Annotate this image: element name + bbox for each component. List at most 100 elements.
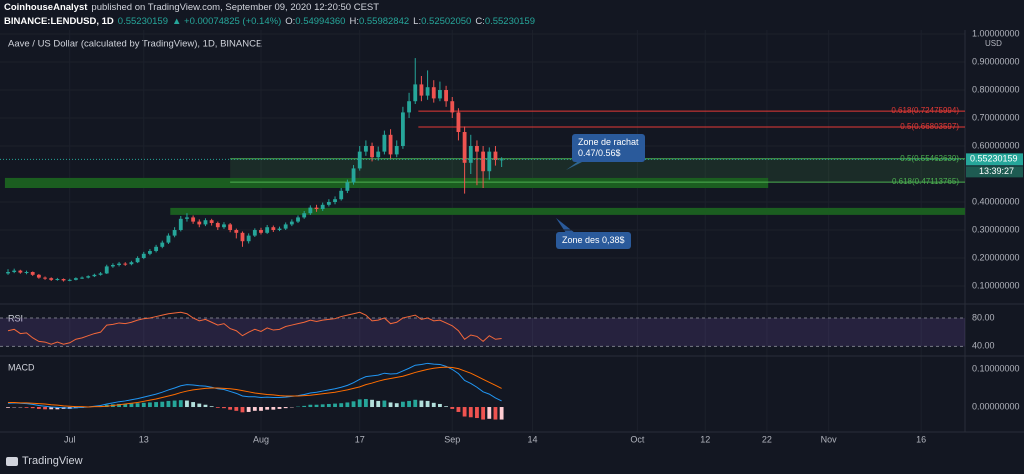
candle-body bbox=[185, 217, 189, 219]
candle-body bbox=[110, 265, 115, 267]
macd-histogram-bar bbox=[160, 401, 165, 408]
macd-histogram-bar bbox=[431, 402, 436, 408]
candle-body bbox=[86, 276, 91, 278]
candle-body bbox=[30, 272, 35, 275]
symbol: BINANCE:LENDUSD, 1D bbox=[4, 16, 114, 27]
y-tick-label: 0.10000000 bbox=[972, 280, 1020, 290]
macd-histogram-bar bbox=[468, 407, 473, 418]
macd-histogram-bar bbox=[394, 403, 399, 408]
ohlc-value: 0.55230159 bbox=[484, 16, 536, 27]
candle-body bbox=[43, 277, 47, 279]
candle-body bbox=[154, 246, 159, 252]
y-tick-label: 40.00 bbox=[972, 341, 995, 351]
candle-body bbox=[67, 279, 72, 281]
ohlc-value: 0.54994360 bbox=[295, 16, 346, 27]
symbol-line: BINANCE:LENDUSD, 1D 0.55230159 ▲ +0.000748… bbox=[4, 16, 543, 27]
candle-body bbox=[129, 262, 134, 265]
candle-body bbox=[215, 223, 220, 228]
y-tick-label: 80.00 bbox=[972, 312, 995, 322]
macd-histogram-bar bbox=[6, 407, 10, 408]
ohlc-value: 0.52502050 bbox=[421, 16, 472, 27]
x-tick-label: Aug bbox=[253, 434, 269, 444]
candle-body bbox=[148, 251, 152, 254]
macd-histogram-bar bbox=[450, 407, 455, 409]
candle-body bbox=[400, 112, 405, 147]
candle-body bbox=[370, 146, 374, 158]
countdown-tag bbox=[966, 166, 1023, 178]
candle-body bbox=[172, 230, 177, 236]
candle-body bbox=[333, 199, 337, 203]
x-tick-label: 16 bbox=[916, 434, 926, 444]
fib-label: 0.618(0.47113765) bbox=[892, 177, 959, 186]
macd-histogram-bar bbox=[24, 407, 29, 408]
candle-body bbox=[265, 227, 270, 233]
macd-histogram-bar bbox=[166, 400, 171, 408]
candle-body bbox=[135, 258, 140, 263]
macd-histogram-bar bbox=[228, 407, 233, 410]
candle-body bbox=[462, 132, 467, 163]
macd-histogram-bar bbox=[438, 403, 442, 408]
macd-histogram-bar bbox=[148, 402, 152, 408]
x-tick-label: Nov bbox=[821, 434, 838, 444]
callout-text: 0.47/0.56$ bbox=[578, 148, 621, 158]
candle-body bbox=[296, 217, 300, 222]
brand: TradingView bbox=[22, 455, 83, 467]
candle-body bbox=[49, 278, 54, 280]
macd-histogram-bar bbox=[407, 400, 411, 408]
zone bbox=[170, 207, 965, 215]
candle-body bbox=[24, 272, 29, 274]
candle-body bbox=[487, 151, 492, 172]
y-tick-label: 0.90000000 bbox=[972, 56, 1020, 66]
macd-histogram-bar bbox=[197, 403, 202, 408]
candle-body bbox=[407, 101, 411, 113]
macd-histogram-bar bbox=[493, 407, 498, 420]
candle-body bbox=[92, 274, 97, 277]
x-tick-label: 12 bbox=[700, 434, 710, 444]
candle-body bbox=[203, 220, 208, 225]
ohlc-key: O: bbox=[285, 16, 296, 27]
callout: Zone de rachat 0.47/0.56$ bbox=[572, 134, 645, 162]
candle-body bbox=[197, 221, 202, 225]
macd-histogram-bar bbox=[203, 404, 208, 408]
countdown: 13:39:27 bbox=[979, 166, 1014, 176]
macd-histogram-bar bbox=[475, 407, 479, 419]
macd-histogram-bar bbox=[425, 400, 430, 408]
candle-body bbox=[431, 87, 436, 99]
macd-histogram-bar bbox=[55, 407, 60, 410]
macd-histogram-bar bbox=[333, 403, 337, 408]
candle-body bbox=[425, 87, 430, 96]
currency-label: USD bbox=[985, 39, 1002, 48]
macd-histogram-bar bbox=[462, 407, 467, 417]
macd-histogram-bar bbox=[481, 407, 486, 420]
y-tick-label: 0.10000000 bbox=[972, 363, 1020, 373]
candle-body bbox=[444, 90, 449, 102]
macd-histogram-bar bbox=[252, 407, 257, 411]
macd-histogram-bar bbox=[302, 405, 307, 408]
candle-body bbox=[481, 151, 486, 172]
ohlc: O:0.54994360 H:0.55982842 L:0.52502050 C:0.… bbox=[285, 16, 539, 27]
macd-histogram-bar bbox=[43, 407, 47, 410]
candle-body bbox=[246, 235, 251, 242]
candle-body bbox=[320, 204, 325, 210]
y-tick-label: 1.00000000 bbox=[972, 28, 1020, 38]
macd-histogram-bar bbox=[30, 407, 35, 409]
macd-histogram-bar bbox=[271, 407, 276, 410]
macd-histogram-bar bbox=[277, 407, 282, 409]
x-tick-label: 14 bbox=[527, 434, 537, 444]
candle-body bbox=[376, 151, 381, 158]
candle-body bbox=[363, 146, 368, 152]
candle-body bbox=[160, 242, 165, 247]
macd-histogram-bar bbox=[240, 407, 245, 413]
macd-histogram-bar bbox=[400, 401, 405, 408]
candle-body bbox=[345, 182, 350, 191]
rsi-band bbox=[0, 317, 965, 347]
macd-histogram-bar bbox=[49, 407, 54, 410]
macd-histogram-bar bbox=[419, 400, 424, 408]
macd-line bbox=[8, 366, 502, 408]
candle-body bbox=[166, 235, 171, 243]
macd-histogram-bar bbox=[222, 407, 226, 409]
macd-histogram-bar bbox=[178, 400, 183, 408]
macd-histogram-bar bbox=[185, 400, 189, 408]
